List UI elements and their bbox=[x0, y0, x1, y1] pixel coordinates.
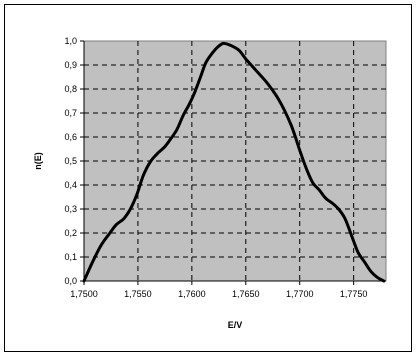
x-tick-label: 1,7550 bbox=[124, 289, 152, 299]
y-tick-label: 0,8 bbox=[64, 84, 77, 94]
x-tick-label: 1,7500 bbox=[70, 289, 98, 299]
x-tick-label: 1,7650 bbox=[232, 289, 260, 299]
x-axis-title: E/V bbox=[228, 320, 243, 330]
y-tick-label: 0,5 bbox=[64, 156, 77, 166]
plot-area bbox=[83, 40, 387, 282]
y-tick-label: 0,0 bbox=[64, 276, 77, 286]
y-axis-title: n(E) bbox=[33, 152, 43, 170]
y-tick-label: 1,0 bbox=[64, 36, 77, 46]
axes bbox=[80, 40, 386, 285]
y-tick-label: 0,1 bbox=[64, 252, 77, 262]
x-tick-label: 1,7700 bbox=[286, 289, 314, 299]
x-tick-label: 1,7750 bbox=[340, 289, 368, 299]
y-tick-label: 0,6 bbox=[64, 132, 77, 142]
y-tick-label: 0,4 bbox=[64, 180, 77, 190]
y-tick-label: 0,9 bbox=[64, 60, 77, 70]
tick-labels: 0,0 0,1 0,2 0,3 0,4 0,5 0,6 0,7 0,8 0,9 1,0 1,7500 1… bbox=[64, 36, 367, 299]
y-tick-label: 0,7 bbox=[64, 108, 77, 118]
y-tick-label: 0,2 bbox=[64, 228, 77, 238]
y-tick-label: 0,3 bbox=[64, 204, 77, 214]
x-tick-label: 1,7600 bbox=[178, 289, 206, 299]
series-line-1 bbox=[82, 41, 386, 283]
series-layer bbox=[82, 41, 386, 283]
